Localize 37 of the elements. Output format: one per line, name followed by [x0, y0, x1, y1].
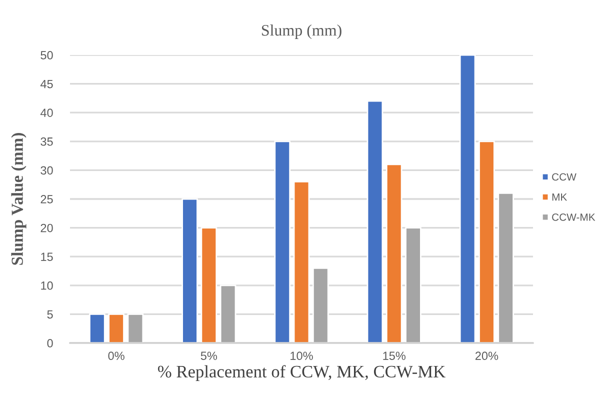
- x-tick-label: 0%: [108, 352, 124, 360]
- bar: [366, 100, 384, 343]
- y-tick-label: 0: [47, 339, 53, 348]
- chart-title: Slump (mm): [262, 24, 342, 39]
- bar: [405, 227, 422, 343]
- bar: [293, 181, 310, 343]
- y-tick-label: 45: [40, 80, 53, 88]
- legend-label: MK: [552, 193, 568, 201]
- bar: [459, 55, 476, 343]
- legend-label: CCW-MK: [552, 214, 596, 221]
- y-tick-label: 40: [40, 108, 53, 117]
- y-tick-label: 50: [40, 51, 53, 60]
- bar: [108, 314, 124, 343]
- x-tick-label: 15%: [383, 352, 406, 360]
- legend-label: CCW: [552, 173, 576, 181]
- bar: [89, 314, 106, 343]
- bar: [220, 284, 236, 343]
- bar: [200, 227, 218, 343]
- y-tick-label: 15: [41, 252, 53, 261]
- y-tick-label: 5: [47, 310, 53, 319]
- y-tick-label: 25: [40, 195, 53, 204]
- bar: [312, 267, 329, 343]
- y-axis-title: Slump Value (mm): [11, 133, 26, 265]
- x-tick-label: 10%: [290, 352, 313, 360]
- bar: [386, 164, 402, 343]
- bar: [478, 140, 495, 343]
- x-tick-label: 5%: [200, 352, 218, 360]
- x-axis-title: % Replacement of CCW, MK, CCW-MK: [158, 365, 446, 382]
- bar: [274, 140, 291, 343]
- bar: [127, 314, 144, 343]
- bar: [182, 198, 198, 343]
- x-tick-label: 20%: [475, 352, 498, 360]
- y-tick-label: 35: [40, 137, 53, 146]
- bar: [498, 192, 514, 343]
- y-tick-label: 10: [41, 281, 53, 290]
- y-tick-label: 30: [40, 166, 53, 175]
- y-tick-label: 20: [40, 224, 53, 232]
